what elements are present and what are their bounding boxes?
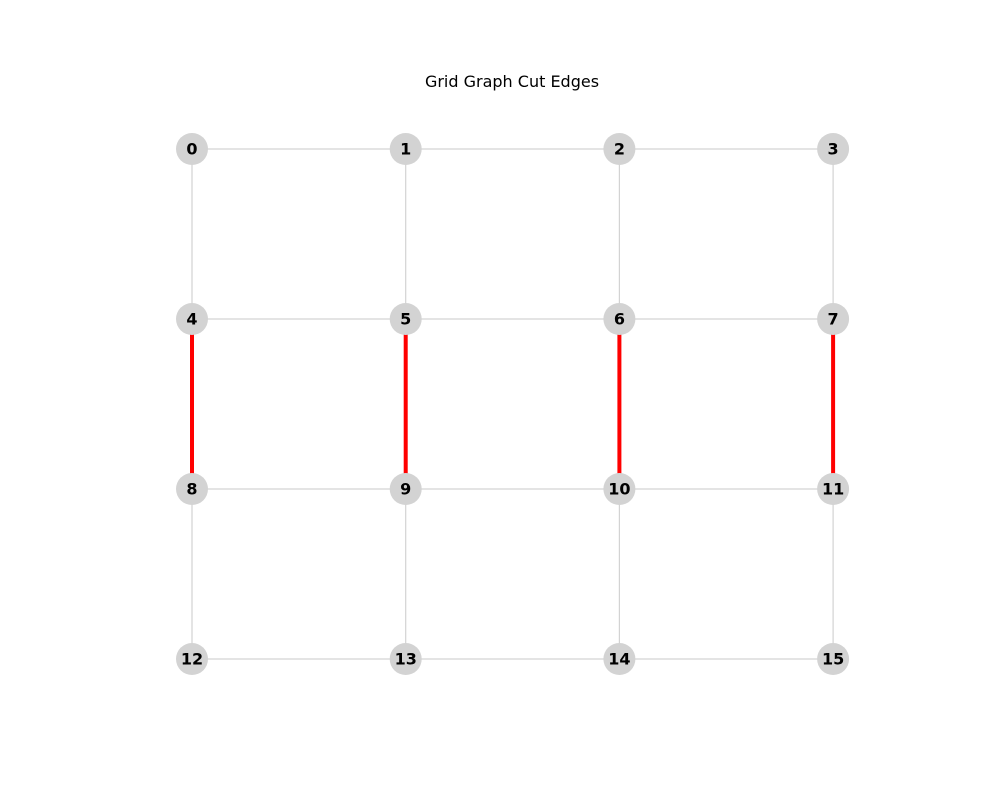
node-label: 13 bbox=[395, 650, 417, 669]
edge-layer bbox=[192, 149, 833, 659]
node-14: 14 bbox=[603, 643, 635, 675]
node-6: 6 bbox=[603, 303, 635, 335]
node-label: 5 bbox=[400, 310, 411, 329]
node-label: 7 bbox=[828, 310, 839, 329]
node-12: 12 bbox=[176, 643, 208, 675]
node-label: 11 bbox=[822, 480, 844, 499]
node-label: 2 bbox=[614, 140, 625, 159]
node-13: 13 bbox=[390, 643, 422, 675]
node-10: 10 bbox=[603, 473, 635, 505]
node-label: 3 bbox=[828, 140, 839, 159]
node-2: 2 bbox=[603, 133, 635, 165]
node-11: 11 bbox=[817, 473, 849, 505]
node-7: 7 bbox=[817, 303, 849, 335]
node-label: 15 bbox=[822, 650, 844, 669]
node-5: 5 bbox=[390, 303, 422, 335]
node-label: 12 bbox=[181, 650, 203, 669]
node-label: 1 bbox=[400, 140, 411, 159]
node-3: 3 bbox=[817, 133, 849, 165]
node-label: 0 bbox=[186, 140, 197, 159]
node-label: 6 bbox=[614, 310, 625, 329]
node-label: 4 bbox=[186, 310, 197, 329]
node-9: 9 bbox=[390, 473, 422, 505]
node-1: 1 bbox=[390, 133, 422, 165]
node-15: 15 bbox=[817, 643, 849, 675]
node-0: 0 bbox=[176, 133, 208, 165]
node-label: 14 bbox=[608, 650, 630, 669]
node-label: 9 bbox=[400, 480, 411, 499]
node-label: 8 bbox=[186, 480, 197, 499]
node-label: 10 bbox=[608, 480, 630, 499]
node-4: 4 bbox=[176, 303, 208, 335]
node-8: 8 bbox=[176, 473, 208, 505]
